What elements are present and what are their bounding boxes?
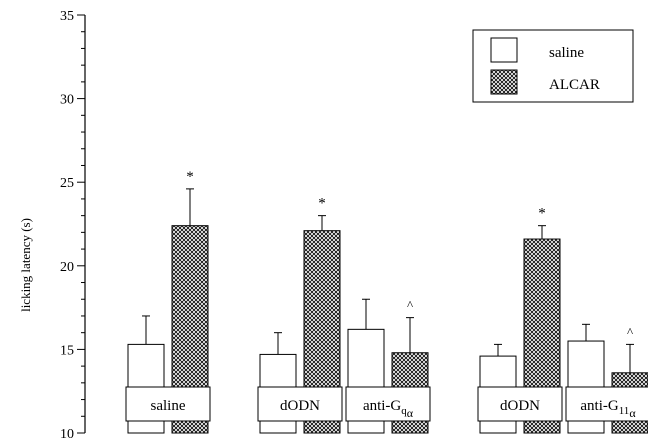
- y-tick-label: 10: [60, 427, 74, 439]
- y-tick-label: 20: [60, 260, 74, 275]
- significance-star: *: [186, 169, 194, 185]
- significance-caret: ^: [627, 324, 633, 339]
- legend-swatch-saline: [490, 37, 518, 63]
- y-ticks: 10 15 20 25 30 35: [60, 9, 85, 439]
- y-axis-title: licking latency (s): [18, 218, 33, 312]
- group-label: dODN: [280, 398, 320, 414]
- significance-star: *: [318, 196, 326, 212]
- y-tick-label: 30: [60, 93, 74, 108]
- group-label: saline: [151, 398, 186, 414]
- group-label-box: [565, 386, 648, 422]
- group-label-box: [477, 386, 563, 422]
- y-tick-label: 15: [60, 343, 74, 358]
- y-tick-label: 25: [60, 176, 74, 191]
- group-label-box: [345, 386, 431, 422]
- legend-label-saline: saline: [549, 45, 584, 61]
- legend-swatch-alcar: [490, 69, 518, 95]
- group-label: dODN: [500, 398, 540, 414]
- legend: saline ALCAR: [472, 29, 634, 103]
- group-label: anti-Gqα: [363, 398, 414, 420]
- legend-label-alcar: ALCAR: [549, 77, 600, 93]
- significance-caret: ^: [407, 298, 413, 313]
- y-tick-label: 35: [60, 9, 74, 24]
- group-label-box: [257, 386, 343, 422]
- significance-star: *: [538, 206, 546, 222]
- group-label-box: [125, 386, 211, 422]
- group-label: anti-G11α: [580, 398, 636, 420]
- group-labels-layer: saline dODN anti-Gqα dODN anti-G11α: [125, 386, 648, 422]
